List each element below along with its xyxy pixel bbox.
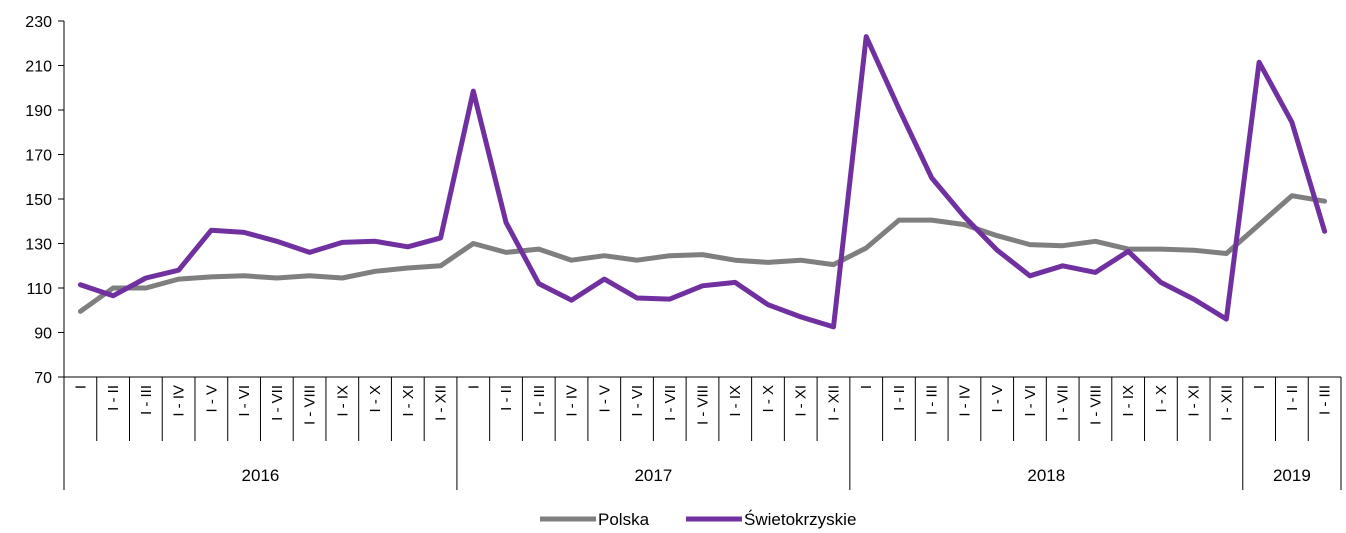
x-tick-label: I - VII <box>1055 385 1072 421</box>
x-tick-label: I - II <box>891 385 908 411</box>
y-tick-label: 150 <box>25 192 52 209</box>
x-tick-label: I - IV <box>956 385 973 417</box>
x-tick-label: I <box>1251 385 1268 389</box>
y-axis: 70 90 110 130 150 170 190 210 230 <box>25 14 65 387</box>
x-tick-label: I - XII <box>825 385 842 421</box>
x-tick-label: I - VIII <box>302 385 319 425</box>
series-line-1 <box>77 193 1328 314</box>
x-tick-label: I - X <box>1153 385 1170 413</box>
y-tick-label: 230 <box>25 14 52 31</box>
y-tick-label: 90 <box>34 326 52 343</box>
x-tick-label: I - II <box>105 385 122 411</box>
x-tick-label: I - VI <box>1022 385 1039 417</box>
x-tick-label: I - III <box>1317 385 1334 415</box>
x-tick-label: I - VI <box>236 385 253 417</box>
x-tick-label: I - IX <box>727 385 744 417</box>
x-tick-label: I - VIII <box>695 385 712 425</box>
y-tick-label: 190 <box>25 103 52 120</box>
x-tick-label: I <box>858 385 875 389</box>
legend: Polska Świetokrzyskie <box>540 510 856 529</box>
y-tick-label: 210 <box>25 59 52 76</box>
x-tick-label: I - V <box>989 385 1006 413</box>
x-tick-label: I - VI <box>629 385 646 417</box>
x-tick-label: I - IV <box>171 385 188 417</box>
year-label: 2016 <box>242 466 280 485</box>
y-tick-label: 110 <box>26 281 52 298</box>
x-tick-label: I - X <box>760 385 777 413</box>
year-label: 2019 <box>1273 466 1311 485</box>
x-tick-label: I - XI <box>400 385 417 417</box>
legend-label: Polska <box>598 510 650 529</box>
year-label: 2018 <box>1027 466 1065 485</box>
x-tick-label: I - II <box>1284 385 1301 411</box>
x-tick-label: I - XI <box>793 385 810 417</box>
x-tick-label: I - IX <box>334 385 351 417</box>
x-tick-label: I <box>465 385 482 389</box>
legend-label: Świetokrzyskie <box>744 510 856 529</box>
series-lines <box>77 34 1328 330</box>
x-tick-label: I - III <box>138 385 155 415</box>
x-tick-label: I - V <box>596 385 613 413</box>
x-tick-label: I - V <box>203 385 220 413</box>
x-tick-label: I - VII <box>662 385 679 421</box>
x-tick-label: I - VIII <box>1087 385 1104 425</box>
x-tick-label: I - VII <box>269 385 286 421</box>
x-tick-label: I - III <box>531 385 548 415</box>
y-tick-label: 130 <box>25 237 52 254</box>
series-line-2 <box>77 34 1328 330</box>
x-tick-label: I - IV <box>564 385 581 417</box>
x-tick-label: I - XII <box>433 385 450 421</box>
year-label: 2017 <box>634 466 672 485</box>
y-tick-label: 170 <box>25 148 52 165</box>
x-tick-label: I <box>72 385 89 389</box>
x-tick-label: I - XII <box>1218 385 1235 421</box>
x-tick-label: I - XI <box>1186 385 1203 417</box>
x-tick-label: I - III <box>924 385 941 415</box>
x-tick-label: I - II <box>498 385 515 411</box>
y-tick-label: 70 <box>34 370 52 387</box>
x-tick-label: I - X <box>367 385 384 413</box>
x-tick-label: I - IX <box>1120 385 1137 417</box>
